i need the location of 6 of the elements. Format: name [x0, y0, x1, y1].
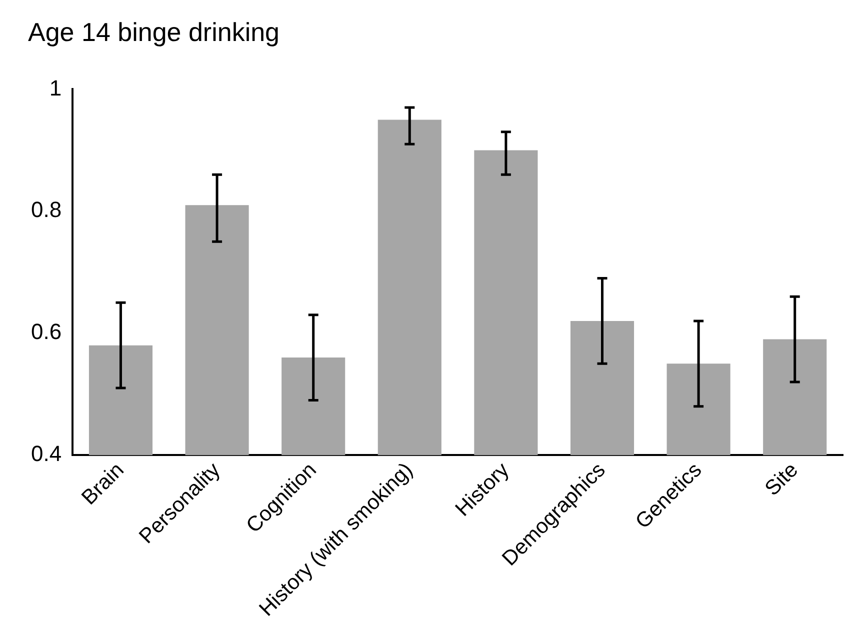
y-tick-label: 1 [49, 75, 62, 100]
y-tick-label: 0.8 [30, 197, 62, 222]
chart-title: Age 14 binge drinking [28, 16, 280, 47]
x-tick-label: Site [760, 458, 802, 500]
y-tick-label: 0.4 [30, 441, 62, 466]
y-tick-label: 0.6 [30, 319, 62, 344]
